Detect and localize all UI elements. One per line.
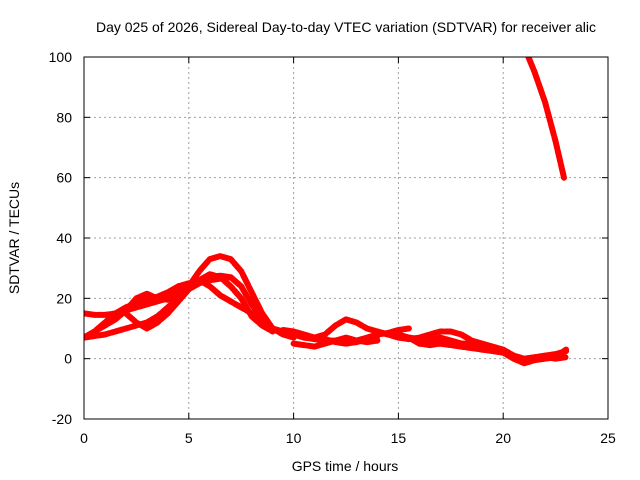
series-line-track-12 — [416, 334, 570, 365]
y-axis-label: SDTVAR / TECUs — [6, 182, 22, 294]
y-tick-label: 100 — [49, 49, 73, 65]
y-tick-label: 0 — [64, 351, 72, 367]
x-tick-label: 0 — [80, 430, 88, 446]
y-tick-label: 60 — [56, 170, 72, 186]
y-tick-label: 20 — [56, 290, 72, 306]
axis-ticks: 0 5 10 15 20 25 -20 0 20 40 60 80 100 — [49, 49, 616, 446]
x-tick-label: 15 — [391, 430, 407, 446]
series-line-track-13 — [525, 57, 567, 181]
y-tick-label: -20 — [52, 411, 72, 427]
x-tick-label: 20 — [495, 430, 511, 446]
series-line-track-8 — [290, 334, 381, 350]
y-tick-label: 40 — [56, 230, 72, 246]
x-tick-label: 25 — [600, 430, 616, 446]
series-group — [84, 57, 570, 367]
chart-title: Day 025 of 2026, Sidereal Day-to-day VTE… — [96, 19, 596, 35]
x-tick-label: 10 — [286, 430, 302, 446]
y-tick-label: 80 — [56, 109, 72, 125]
x-axis-label: GPS time / hours — [292, 458, 399, 474]
x-tick-label: 5 — [185, 430, 193, 446]
